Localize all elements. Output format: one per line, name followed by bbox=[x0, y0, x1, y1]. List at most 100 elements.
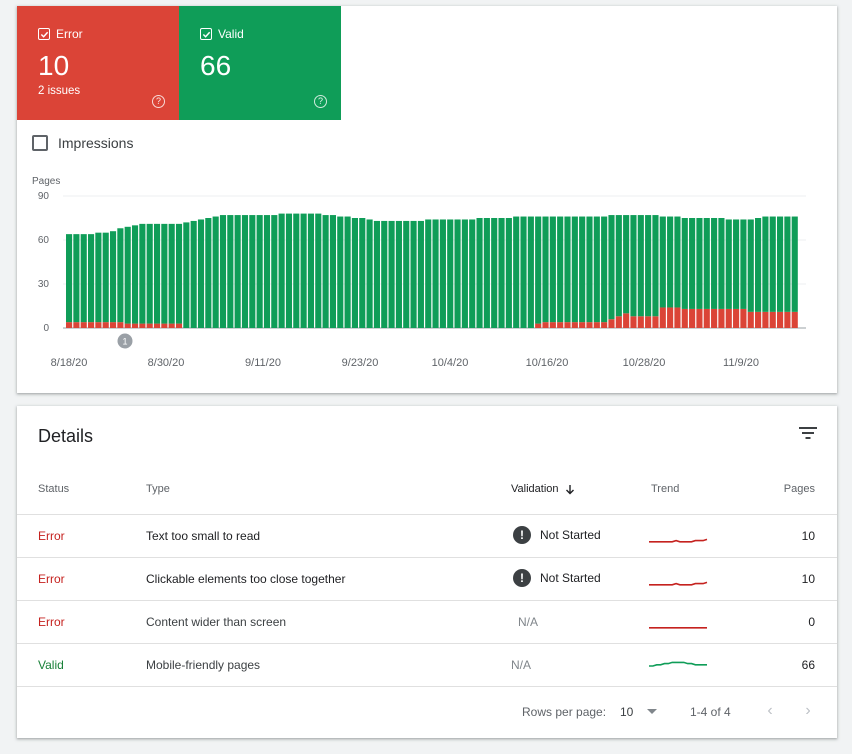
valid-bar bbox=[227, 215, 234, 328]
error-bar bbox=[689, 308, 696, 328]
valid-bar bbox=[769, 216, 776, 312]
chevron-right-icon[interactable]: › bbox=[805, 702, 811, 719]
error-tile-label: Error bbox=[56, 27, 83, 41]
valid-bar bbox=[373, 220, 380, 328]
details-title: Details bbox=[38, 426, 94, 446]
x-tick-label: 9/23/20 bbox=[342, 357, 379, 369]
error-bar bbox=[109, 322, 117, 328]
valid-bar bbox=[674, 216, 681, 308]
error-bar bbox=[762, 311, 769, 328]
alert-icon: ! bbox=[513, 526, 531, 544]
impressions-toggle[interactable]: Impressions bbox=[32, 135, 133, 151]
coverage-bar-chart: Pages 0 30 60 90 8/18/20 8/30/20 9/11/20 9/23/20… bbox=[32, 176, 806, 369]
chevron-left-icon[interactable]: ‹ bbox=[767, 702, 773, 719]
table-row[interactable]: Valid Mobile-friendly pages N/A 66 bbox=[17, 643, 837, 686]
valid-bar bbox=[241, 215, 249, 328]
row-type: Clickable elements too close together bbox=[146, 572, 346, 586]
valid-bar bbox=[417, 220, 424, 328]
valid-bar bbox=[249, 215, 256, 328]
valid-bar bbox=[117, 228, 124, 323]
column-trend[interactable]: Trend bbox=[651, 483, 680, 495]
coverage-chart-card: Error 10 2 issues ? Valid 66 ? Impressio… bbox=[17, 6, 837, 393]
error-bar bbox=[579, 322, 586, 328]
valid-bar bbox=[124, 226, 131, 324]
x-tick-label: 10/16/20 bbox=[526, 357, 569, 369]
filter-icon[interactable] bbox=[799, 426, 817, 440]
valid-bar bbox=[762, 216, 769, 312]
checkbox-checked-icon[interactable] bbox=[38, 28, 50, 40]
error-bar bbox=[747, 311, 754, 328]
valid-bar bbox=[608, 215, 615, 320]
help-icon[interactable]: ? bbox=[152, 95, 165, 108]
row-type: Text too small to read bbox=[146, 529, 261, 543]
error-bar bbox=[168, 323, 175, 328]
error-bar bbox=[564, 322, 571, 328]
help-icon[interactable]: ? bbox=[314, 95, 327, 108]
table-row[interactable]: Error Content wider than screen N/A 0 bbox=[17, 600, 837, 643]
column-status[interactable]: Status bbox=[38, 483, 70, 495]
error-bar bbox=[784, 311, 791, 328]
valid-bar bbox=[139, 223, 146, 324]
y-tick-label: 60 bbox=[38, 235, 50, 246]
error-bar bbox=[80, 322, 87, 328]
checkbox-checked-icon[interactable] bbox=[200, 28, 212, 40]
valid-tile-header: Valid bbox=[200, 27, 244, 41]
error-bar bbox=[593, 322, 600, 328]
valid-bar bbox=[109, 231, 117, 323]
error-bar bbox=[777, 311, 784, 328]
error-bar bbox=[557, 322, 564, 328]
error-bar bbox=[124, 323, 131, 328]
valid-bar bbox=[263, 215, 271, 328]
valid-bar bbox=[381, 220, 388, 328]
sparkline-path bbox=[649, 581, 708, 586]
error-tile[interactable]: Error 10 2 issues ? bbox=[17, 6, 179, 120]
row-type: Content wider than screen bbox=[146, 615, 287, 629]
x-tick-label: 8/18/20 bbox=[51, 357, 88, 369]
valid-bar bbox=[161, 223, 168, 324]
error-bar bbox=[681, 308, 688, 328]
error-bar bbox=[87, 322, 95, 328]
alert-icon: ! bbox=[513, 569, 531, 587]
valid-bar bbox=[271, 215, 278, 328]
valid-bar bbox=[505, 218, 512, 328]
valid-bar bbox=[66, 234, 73, 323]
valid-bar bbox=[168, 223, 175, 324]
y-tick-label: 90 bbox=[38, 191, 50, 202]
table-row[interactable]: Error Text too small to read ! Not Start… bbox=[17, 514, 837, 557]
valid-bar bbox=[190, 220, 197, 328]
table-row[interactable]: Error Clickable elements too close toget… bbox=[17, 557, 837, 600]
valid-bar bbox=[344, 216, 351, 328]
row-status: Error bbox=[38, 572, 65, 586]
pagination-range: 1-4 of 4 bbox=[690, 705, 731, 719]
sparkline-path bbox=[649, 661, 707, 667]
error-bar bbox=[535, 323, 542, 328]
row-pages: 10 bbox=[801, 572, 815, 586]
valid-bar bbox=[703, 218, 710, 309]
column-pages[interactable]: Pages bbox=[783, 483, 815, 495]
valid-tile[interactable]: Valid 66 ? bbox=[179, 6, 341, 120]
checkbox-unchecked-icon[interactable] bbox=[32, 135, 48, 151]
error-bar bbox=[696, 308, 703, 328]
column-type[interactable]: Type bbox=[146, 483, 170, 495]
valid-bar bbox=[491, 218, 498, 328]
error-bar bbox=[146, 323, 153, 328]
valid-bar bbox=[615, 215, 622, 317]
valid-bar bbox=[388, 220, 395, 328]
column-validation[interactable]: Validation bbox=[511, 483, 575, 495]
row-validation-label: Not Started bbox=[540, 528, 601, 542]
valid-bar bbox=[747, 219, 754, 312]
valid-bar bbox=[571, 216, 578, 323]
valid-bar bbox=[439, 219, 446, 328]
valid-bar bbox=[395, 220, 402, 328]
error-bar bbox=[153, 323, 161, 328]
rows-per-page-select[interactable]: 10 bbox=[620, 705, 658, 719]
error-bar bbox=[652, 316, 659, 328]
error-bar bbox=[733, 308, 740, 328]
valid-bar bbox=[689, 218, 696, 309]
valid-bar bbox=[755, 218, 762, 312]
error-bar bbox=[645, 316, 652, 328]
x-tick-label: 10/28/20 bbox=[623, 357, 666, 369]
error-bar bbox=[667, 307, 674, 328]
error-bar bbox=[703, 308, 710, 328]
error-tile-header: Error bbox=[38, 27, 83, 41]
